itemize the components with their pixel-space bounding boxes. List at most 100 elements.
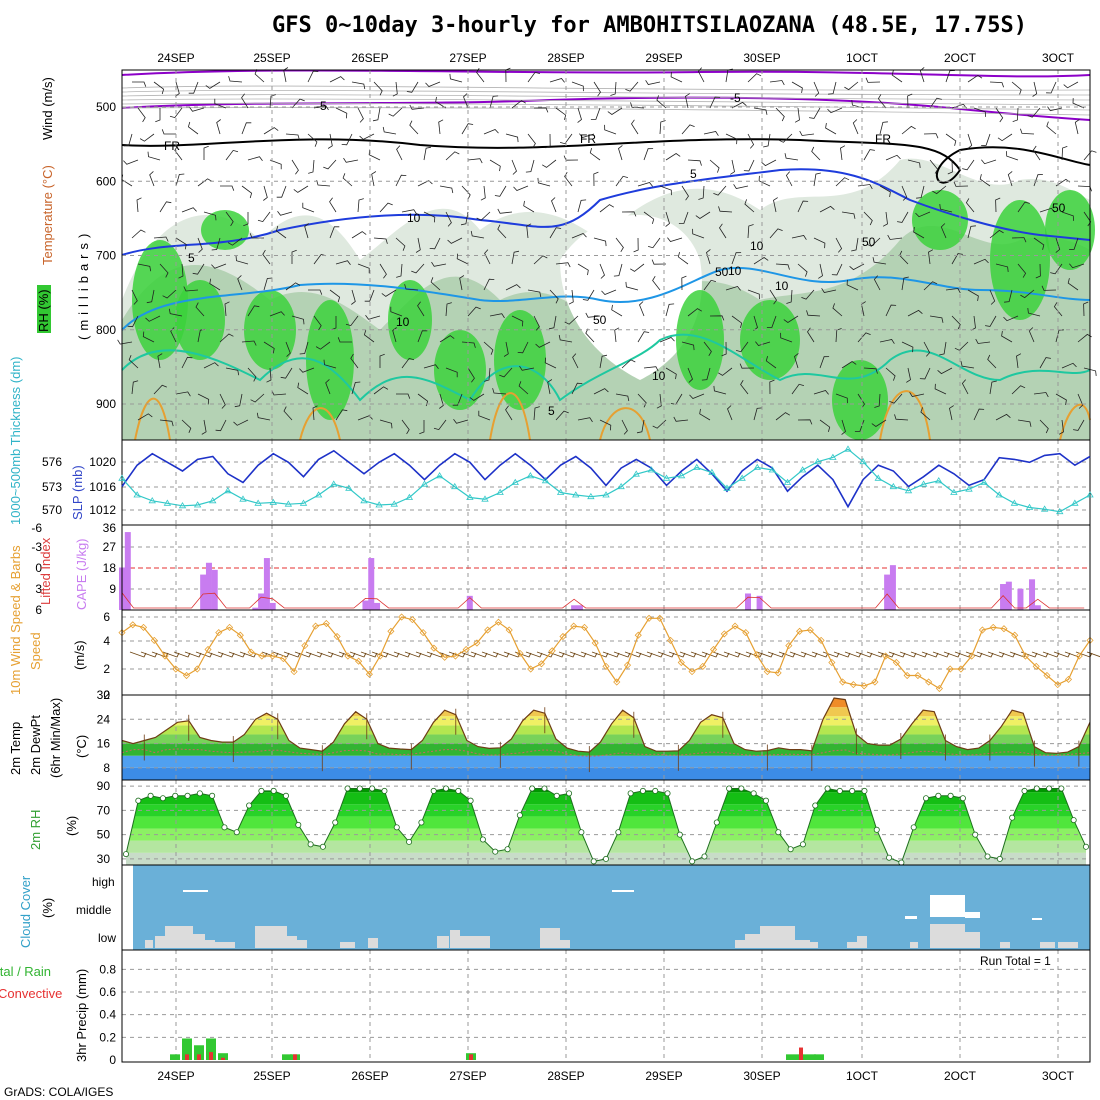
rh-contour (121, 98, 1091, 106)
contour-label: FR (580, 132, 596, 146)
wind10m-barb (932, 651, 950, 658)
upper-grid (122, 70, 1090, 440)
rh2m-point (775, 829, 782, 836)
wind-barb (987, 354, 997, 369)
wind-barb (511, 315, 524, 327)
wind10m-barb (976, 651, 994, 658)
wind-barb (995, 107, 1004, 123)
thickness-point (980, 478, 988, 485)
wind-barb (142, 331, 155, 343)
wind-barb (1061, 146, 1068, 161)
wind-speed-point (290, 668, 298, 676)
rh2m-point (836, 787, 843, 794)
wind10m-barb (470, 651, 488, 658)
wind-barb (909, 392, 925, 397)
wind-barb (1055, 329, 1064, 343)
wind-barb (266, 367, 272, 383)
wind-barb (505, 405, 513, 421)
wind-barb (169, 107, 183, 119)
cloud-low-block (560, 940, 570, 948)
rh2m-point (147, 792, 154, 799)
wind-barb (263, 277, 273, 291)
wind-speed-point (882, 652, 890, 660)
wind-barb (730, 159, 735, 175)
wind-barb (828, 81, 837, 95)
wind10m-barb (833, 651, 851, 658)
wind-barb (939, 341, 947, 356)
cape-bar (258, 593, 265, 610)
wind10m-barb (591, 651, 609, 658)
cloud-high-block (612, 890, 634, 892)
wind-barb (571, 382, 583, 395)
wind-barb (527, 133, 536, 149)
wind-barb (863, 367, 878, 374)
wind-barb (439, 185, 454, 194)
top-date-label: 28SEP (547, 51, 584, 65)
wind-speed-point (430, 644, 438, 652)
wind-speed-point (312, 622, 320, 630)
wind-barb (254, 69, 265, 83)
wind-barb (484, 367, 491, 382)
wind-barb (681, 275, 687, 291)
thickness-point (420, 480, 429, 487)
wind-barb (201, 419, 207, 435)
rh2m-point (135, 797, 142, 804)
wind-speed-point (193, 665, 201, 673)
wind-barb (181, 207, 197, 213)
rh2m-point (652, 787, 659, 794)
wind-barb (832, 303, 843, 317)
wind-speed-point (516, 649, 524, 657)
wind-barb (564, 171, 573, 187)
wind-barb (1017, 263, 1027, 278)
wind-barb (1083, 301, 1089, 317)
wind-speed-point (796, 627, 804, 635)
wind-barb (241, 93, 249, 109)
wind-barb (525, 159, 535, 173)
wind-barb (183, 286, 199, 292)
precip-panel: 0.8 0.6 0.4 0.2 0 Run Total = 1 Total / Rain… (0, 949, 1091, 1067)
thickness-point (193, 501, 202, 508)
rh2m-point (959, 795, 966, 802)
thickness-point (511, 478, 519, 485)
cape-bar (1017, 588, 1024, 610)
wind-barb (643, 148, 654, 161)
wind-barb (709, 96, 721, 109)
wind10m-barb (778, 651, 796, 658)
top-date-labels: 24SEP 25SEP 26SEP 27SEP 28SEP 29SEP 30SEP 1OCT 2… (157, 51, 1074, 65)
wind-barb (615, 237, 624, 253)
rh2m-point (738, 785, 745, 792)
cloud-mid-block (965, 912, 980, 918)
wind-barb (1083, 150, 1097, 161)
rh2m-point (553, 792, 560, 799)
wind-barb (533, 107, 549, 113)
cloud-low-block (287, 936, 297, 948)
thickness-point (1056, 507, 1064, 515)
rh2m-point (849, 787, 856, 794)
wind-barb (175, 391, 191, 397)
rh2m-point (258, 787, 265, 794)
contour-label: -5 (316, 99, 327, 113)
wind-barb (744, 199, 755, 213)
thickness-line (121, 448, 1091, 513)
wind-barb (637, 182, 653, 187)
wind-barb (872, 257, 887, 265)
thickness-point (178, 502, 187, 509)
thickness-point (904, 487, 913, 494)
wind-barb (214, 98, 227, 109)
wind-barb (647, 237, 661, 249)
wind-barb (945, 288, 961, 294)
wind10m-barb (789, 651, 807, 658)
rh2m-point (713, 819, 720, 826)
wind-barb (153, 81, 165, 95)
wind10m-barb (382, 651, 400, 658)
wind-barb (541, 159, 557, 168)
top-date-label: 30SEP (743, 51, 780, 65)
precip-total-bar (806, 1054, 816, 1060)
wind-barb (747, 73, 762, 83)
wind10m-barb (690, 651, 708, 658)
cloud-low-block (215, 942, 235, 948)
wind-barb (302, 202, 315, 213)
wind-barb (445, 151, 460, 161)
